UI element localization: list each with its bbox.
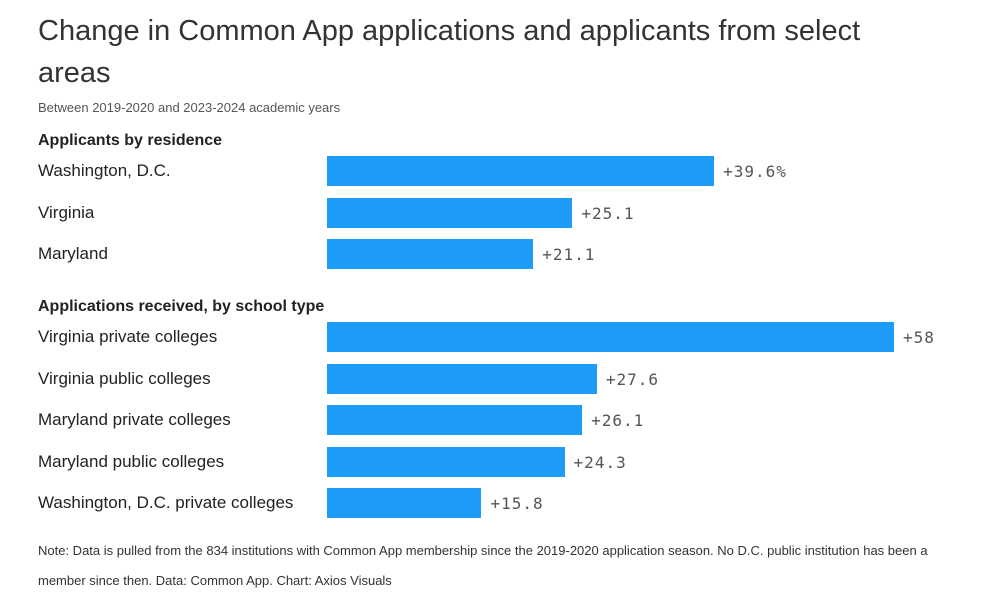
bar-value-label: +26.1 — [591, 411, 645, 430]
chart-subtitle: Between 2019-2020 and 2023-2024 academic… — [38, 100, 341, 115]
bar — [327, 405, 583, 435]
bar-value-label: +21.1 — [542, 245, 596, 264]
bar — [327, 488, 482, 518]
category-label: Maryland public colleges — [38, 451, 225, 471]
category-label: Virginia public colleges — [38, 368, 211, 388]
category-label: Maryland — [38, 244, 108, 263]
bar — [327, 197, 573, 228]
bar-value-label: +58 — [903, 328, 935, 347]
chart-note: Note: Data is pulled from the 834 instit… — [38, 543, 928, 588]
bar — [327, 156, 715, 186]
bar — [327, 322, 894, 352]
group-heading: Applications received, by school type — [38, 298, 325, 315]
chart-title: Change in Common App applications and ap… — [38, 15, 861, 89]
bar-value-label: +25.1 — [581, 203, 635, 223]
category-label: Washington, D.C. private colleges — [38, 493, 294, 512]
group-heading: Applicants by residence — [38, 132, 223, 149]
category-label: Washington, D.C. — [38, 161, 171, 180]
bar-value-label: +15.8 — [490, 494, 544, 513]
bar-value-label: +39.6% — [723, 162, 787, 181]
bar — [327, 363, 597, 394]
bar — [327, 446, 565, 477]
category-label: Virginia private colleges — [38, 327, 218, 346]
bar — [327, 239, 534, 269]
category-label: Maryland private colleges — [38, 410, 231, 429]
bar-value-label: +27.6 — [605, 369, 659, 389]
bar-value-label: +24.3 — [573, 452, 627, 472]
category-label: Virginia — [38, 202, 95, 222]
